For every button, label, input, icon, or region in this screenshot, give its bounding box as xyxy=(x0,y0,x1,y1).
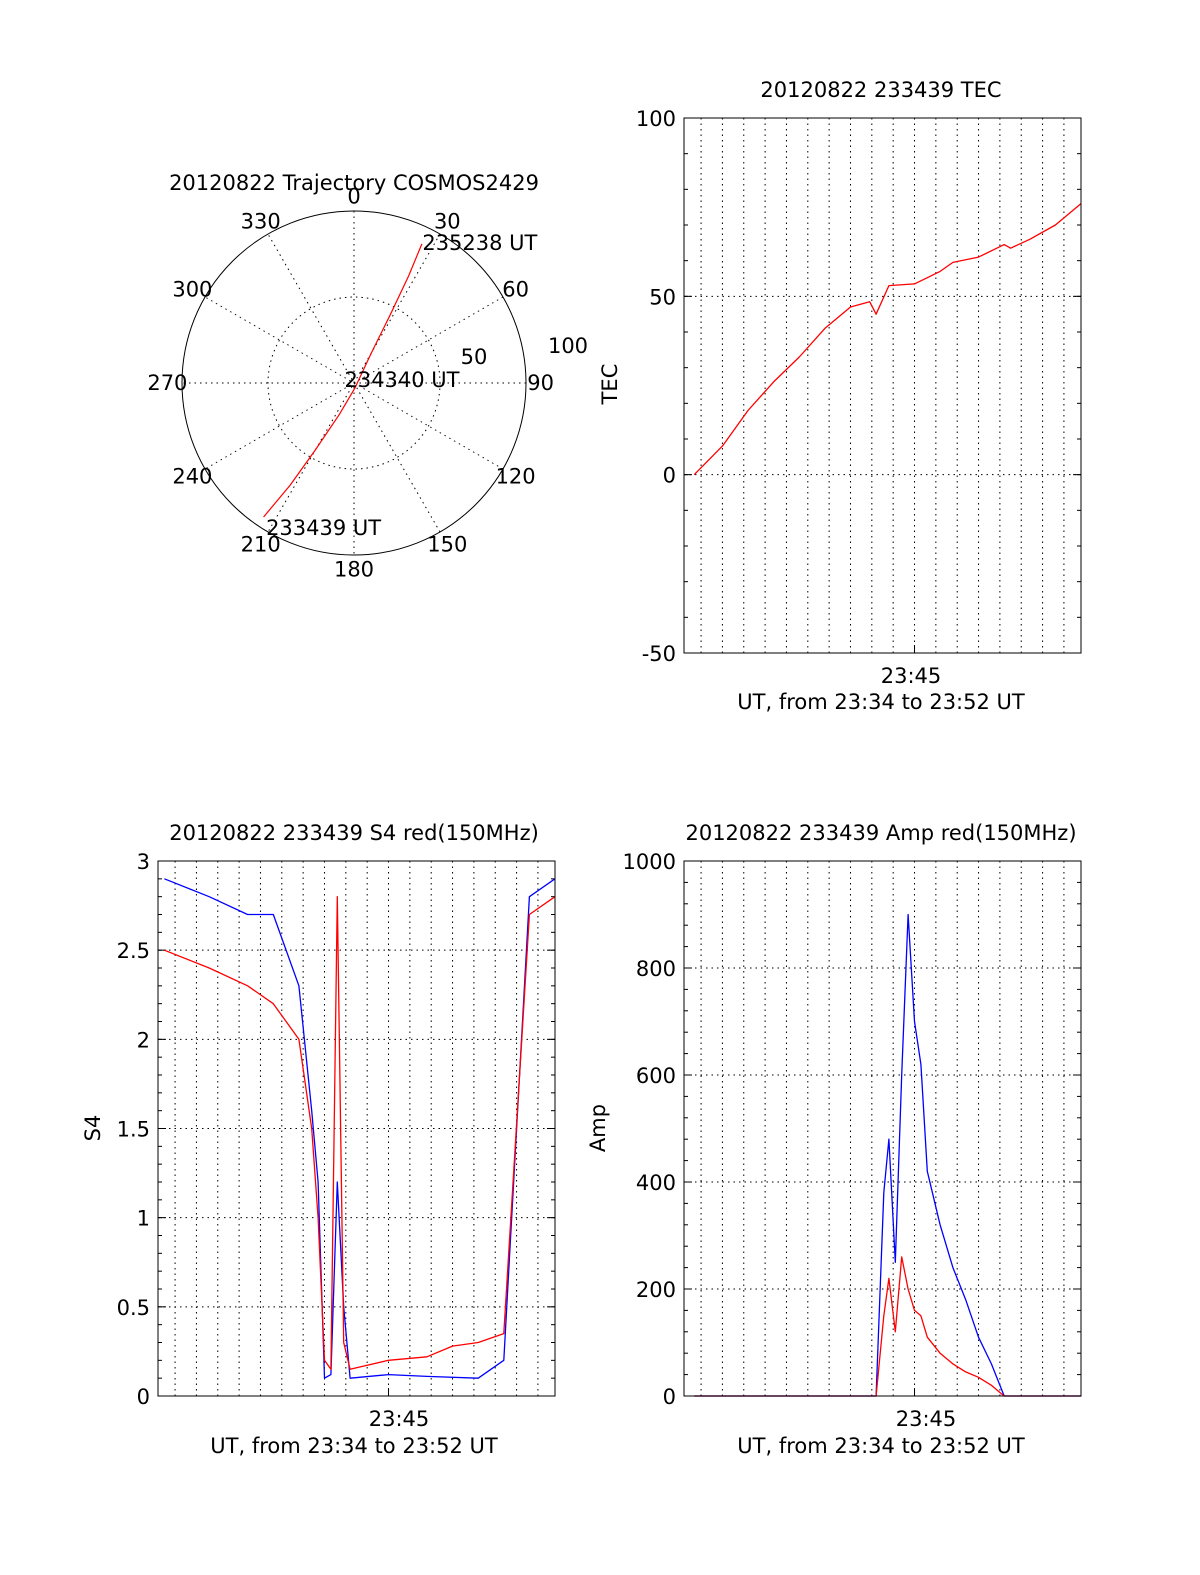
polar-angle-label: 210 xyxy=(241,533,281,557)
series-line xyxy=(694,1256,1081,1397)
y-tick-label: 100 xyxy=(636,107,676,131)
y-tick-label: 600 xyxy=(636,1064,676,1088)
plot-frame xyxy=(683,860,1082,1397)
polar-angle-label: 330 xyxy=(241,209,281,233)
polar-angle-label: 300 xyxy=(172,278,212,302)
polar-grid-spoke xyxy=(267,233,441,533)
trajectory-polar-chart: 20120822 Trajectory COSMOS2429 0 30 60 90 12… xyxy=(147,171,588,582)
y-tick-label: 1.5 xyxy=(117,1118,150,1142)
polar-angle-label: 60 xyxy=(502,278,529,302)
s4-line-chart: 20120822 233439 S4 red(150MHz) UT, from … xyxy=(81,821,556,1458)
polar-angle-label: 90 xyxy=(527,371,554,395)
y-tick-label: 1000 xyxy=(623,850,676,874)
trajectory-time-label: 235238 UT xyxy=(422,231,537,255)
polar-angle-label: 270 xyxy=(147,371,187,395)
plot-frame xyxy=(683,117,1082,654)
tec-x-tick-label: 23:45 xyxy=(881,664,942,688)
polar-radius-label: 100 xyxy=(548,334,588,358)
y-tick-label: 0 xyxy=(137,1385,150,1409)
amp-y-axis-label: Amp xyxy=(586,1104,610,1152)
polar-grid-circle-50 xyxy=(267,296,441,470)
y-tick-label: 200 xyxy=(636,1278,676,1302)
amp-x-tick-label: 23:45 xyxy=(896,1407,957,1431)
y-tick-label: 0 xyxy=(663,1385,676,1409)
tec-x-axis-label: UT, from 23:34 to 23:52 UT xyxy=(737,690,1025,714)
y-tick-label: 3 xyxy=(137,850,150,874)
y-tick-label: 50 xyxy=(649,285,676,309)
tec-line-chart: 20120822 233439 TEC UT, from 23:34 to 23… xyxy=(598,78,1082,714)
series-line xyxy=(693,203,1082,476)
amp-line-chart: 20120822 233439 Amp red(150MHz) UT, from… xyxy=(586,821,1082,1458)
amp-x-axis-label: UT, from 23:34 to 23:52 UT xyxy=(737,1434,1025,1458)
tec-chart-title: 20120822 233439 TEC xyxy=(760,78,1001,102)
series-line xyxy=(164,878,556,1379)
polar-chart-title: 20120822 Trajectory COSMOS2429 xyxy=(169,171,539,195)
tec-y-axis-label: TEC xyxy=(598,364,622,406)
s4-y-axis-label: S4 xyxy=(81,1115,105,1142)
polar-angle-label: 240 xyxy=(172,464,212,488)
trajectory-time-label: 234340 UT xyxy=(344,368,459,392)
polar-angle-label: 150 xyxy=(427,533,467,557)
plot-frame xyxy=(157,860,556,1397)
y-tick-label: 1 xyxy=(137,1207,150,1231)
polar-angle-label: 0 xyxy=(347,184,360,208)
polar-angle-label: 30 xyxy=(434,209,461,233)
polar-angle-label: 180 xyxy=(334,558,374,582)
s4-x-tick-label: 23:45 xyxy=(369,1407,430,1431)
y-tick-label: -50 xyxy=(642,642,676,666)
y-tick-label: 0 xyxy=(663,464,676,488)
y-tick-label: 2 xyxy=(137,1028,150,1052)
y-tick-label: 0.5 xyxy=(117,1296,150,1320)
amp-chart-title: 20120822 233439 Amp red(150MHz) xyxy=(685,821,1076,845)
s4-x-axis-label: UT, from 23:34 to 23:52 UT xyxy=(210,1434,498,1458)
y-tick-label: 400 xyxy=(636,1171,676,1195)
s4-chart-title: 20120822 233439 S4 red(150MHz) xyxy=(169,821,539,845)
series-line xyxy=(694,913,1081,1397)
y-tick-label: 800 xyxy=(636,957,676,981)
polar-radius-label: 50 xyxy=(461,345,488,369)
trajectory-time-label: 233439 UT xyxy=(266,516,381,540)
trajectory-line xyxy=(263,243,423,518)
series-line xyxy=(164,896,556,1370)
polar-angle-label: 120 xyxy=(496,464,536,488)
y-tick-label: 2.5 xyxy=(117,939,150,963)
